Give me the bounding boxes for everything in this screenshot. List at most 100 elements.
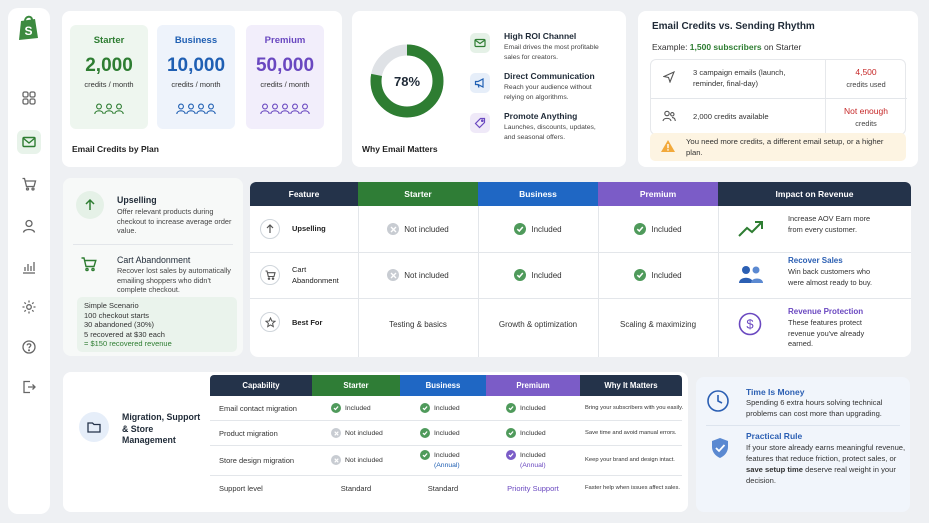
col-header-starter: Starter: [312, 375, 400, 396]
plan-box-premium: Premium 50,000 credits / month: [246, 25, 324, 129]
customers-icon: [738, 264, 764, 286]
rhythm-row-value: Not enough: [844, 106, 888, 116]
col-header-why: Why It Matters: [580, 375, 682, 396]
row-divider: [250, 298, 911, 299]
plan-name: Premium: [264, 35, 306, 46]
plan-unit: credits / month: [84, 80, 134, 89]
check-icon: [506, 428, 516, 438]
analytics-icon[interactable]: [17, 255, 41, 279]
cell-premium: Included: [598, 206, 718, 252]
check-icon: [506, 450, 516, 460]
col-header-impact: Impact on Revenue: [718, 182, 911, 206]
impact-text: These features protect revenue you've al…: [788, 318, 865, 348]
time-money-text: Spending 6 extra hours solving technical…: [746, 398, 883, 418]
people-icon: [70, 103, 148, 115]
cell-support-starter: Standard: [340, 484, 372, 493]
cell-text: Included: [520, 429, 546, 437]
cell-support-business: Standard: [427, 484, 459, 493]
scenario-line: 30 abandoned (30%): [84, 320, 155, 330]
svg-text:S: S: [24, 24, 32, 38]
impact-text: Win back customers who were almost ready…: [788, 267, 873, 287]
col-divider: [478, 206, 479, 357]
check-icon: [331, 403, 341, 413]
cell-text: Included: [520, 451, 546, 459]
arrow-up-icon: [76, 191, 104, 219]
plan-unit: credits / month: [171, 80, 221, 89]
sidebar: S: [8, 8, 50, 514]
cart-title: Cart Abandonment: [117, 255, 191, 265]
impact-title: Recover Sales: [788, 256, 843, 265]
cell-text: Included: [434, 451, 460, 459]
plan-name: Starter: [93, 35, 125, 46]
cell-support-premium: Priority Support: [507, 484, 559, 493]
send-icon: [662, 70, 676, 85]
check-icon: [420, 403, 430, 413]
cell-best-for-starter: Testing & basics: [389, 319, 447, 329]
cell-text: Not included: [404, 224, 449, 234]
row-capability: Store design migration: [219, 456, 295, 465]
rhythm-title: Email Credits vs. Sending Rhythm: [652, 21, 815, 32]
tag-icon: [470, 113, 490, 133]
row-capability: Email contact migration: [219, 404, 297, 413]
row-divider: [210, 445, 682, 446]
cell-text: Not included: [345, 456, 383, 464]
rhythm-divider-h: [651, 98, 907, 99]
x-icon: [387, 223, 400, 235]
x-icon: [331, 428, 341, 438]
arrow-up-icon: [260, 219, 280, 239]
rhythm-table: 3 campaign emails (launch, reminder, fin…: [650, 59, 907, 136]
why-item-text: Email drives the most profitable sales f…: [504, 44, 599, 61]
cell-starter: Not included: [331, 428, 383, 438]
plan-name: Business: [174, 35, 218, 46]
example-prefix: Example:: [652, 42, 690, 52]
settings-icon[interactable]: [17, 295, 41, 319]
x-icon: [387, 269, 400, 281]
clock-icon: [706, 389, 730, 415]
cell-premium: Included: [506, 403, 546, 413]
col-divider: [358, 206, 359, 357]
why-item-text: Reach your audience without relying on a…: [504, 84, 592, 101]
user-icon[interactable]: [17, 214, 41, 238]
rhythm-row-value-sub: credits: [855, 119, 877, 128]
check-icon: [420, 450, 430, 460]
logout-icon[interactable]: [17, 375, 41, 399]
plan-unit: credits / month: [260, 80, 310, 89]
cell-text: Included: [651, 270, 682, 280]
rule-text-2: deserve real weight in your decision.: [746, 465, 896, 485]
check-icon: [634, 269, 647, 281]
cart-icon[interactable]: [17, 172, 41, 196]
upsell-title: Upselling: [117, 195, 157, 205]
cell-business: Included: [420, 450, 460, 460]
plan-box-starter: Starter 2,000 credits / month: [70, 25, 148, 129]
plan-credits: 50,000: [255, 55, 315, 76]
migration-card: Migration, Support & Store Management Ca…: [63, 372, 688, 512]
cart-text: Recover lost sales by automatically emai…: [117, 266, 231, 294]
example-highlight: 1,500 subscribers: [689, 42, 762, 52]
help-icon[interactable]: [17, 335, 41, 359]
scenario-line: Simple Scenario: [84, 301, 139, 310]
check-icon: [506, 403, 516, 413]
why-item-title: High ROI Channel: [504, 31, 577, 41]
people-icon: [246, 103, 324, 115]
rhythm-row-text: 3 campaign emails (launch, reminder, fin…: [693, 68, 786, 88]
shield-check-icon: [710, 437, 730, 461]
dashboard-icon[interactable]: [17, 86, 41, 110]
rule-text: If your store already earns meaningful r…: [746, 442, 906, 486]
col-header-feature: Feature: [250, 182, 358, 206]
rule-title: Practical Rule: [746, 431, 803, 441]
cell-best-for-premium: Scaling & maximizing: [619, 319, 697, 329]
row-divider: [210, 420, 682, 421]
star-icon: [260, 312, 280, 332]
row-feature: Best For: [292, 318, 323, 327]
impact-text: Increase AOV Earn more from every custom…: [788, 214, 871, 234]
check-icon: [420, 428, 430, 438]
plan-credits: 10,000: [166, 55, 226, 76]
donut-chart: [370, 44, 444, 118]
email-icon[interactable]: [17, 130, 41, 154]
rule-bold: save setup time: [746, 465, 803, 474]
row-feature: Upselling: [292, 224, 326, 233]
upsell-text: Offer relevant products during checkout …: [117, 207, 232, 235]
folder-icon: [79, 412, 109, 442]
cell-why: Keep your brand and design intact.: [585, 457, 675, 463]
cell-sub: (Annual): [520, 462, 546, 469]
